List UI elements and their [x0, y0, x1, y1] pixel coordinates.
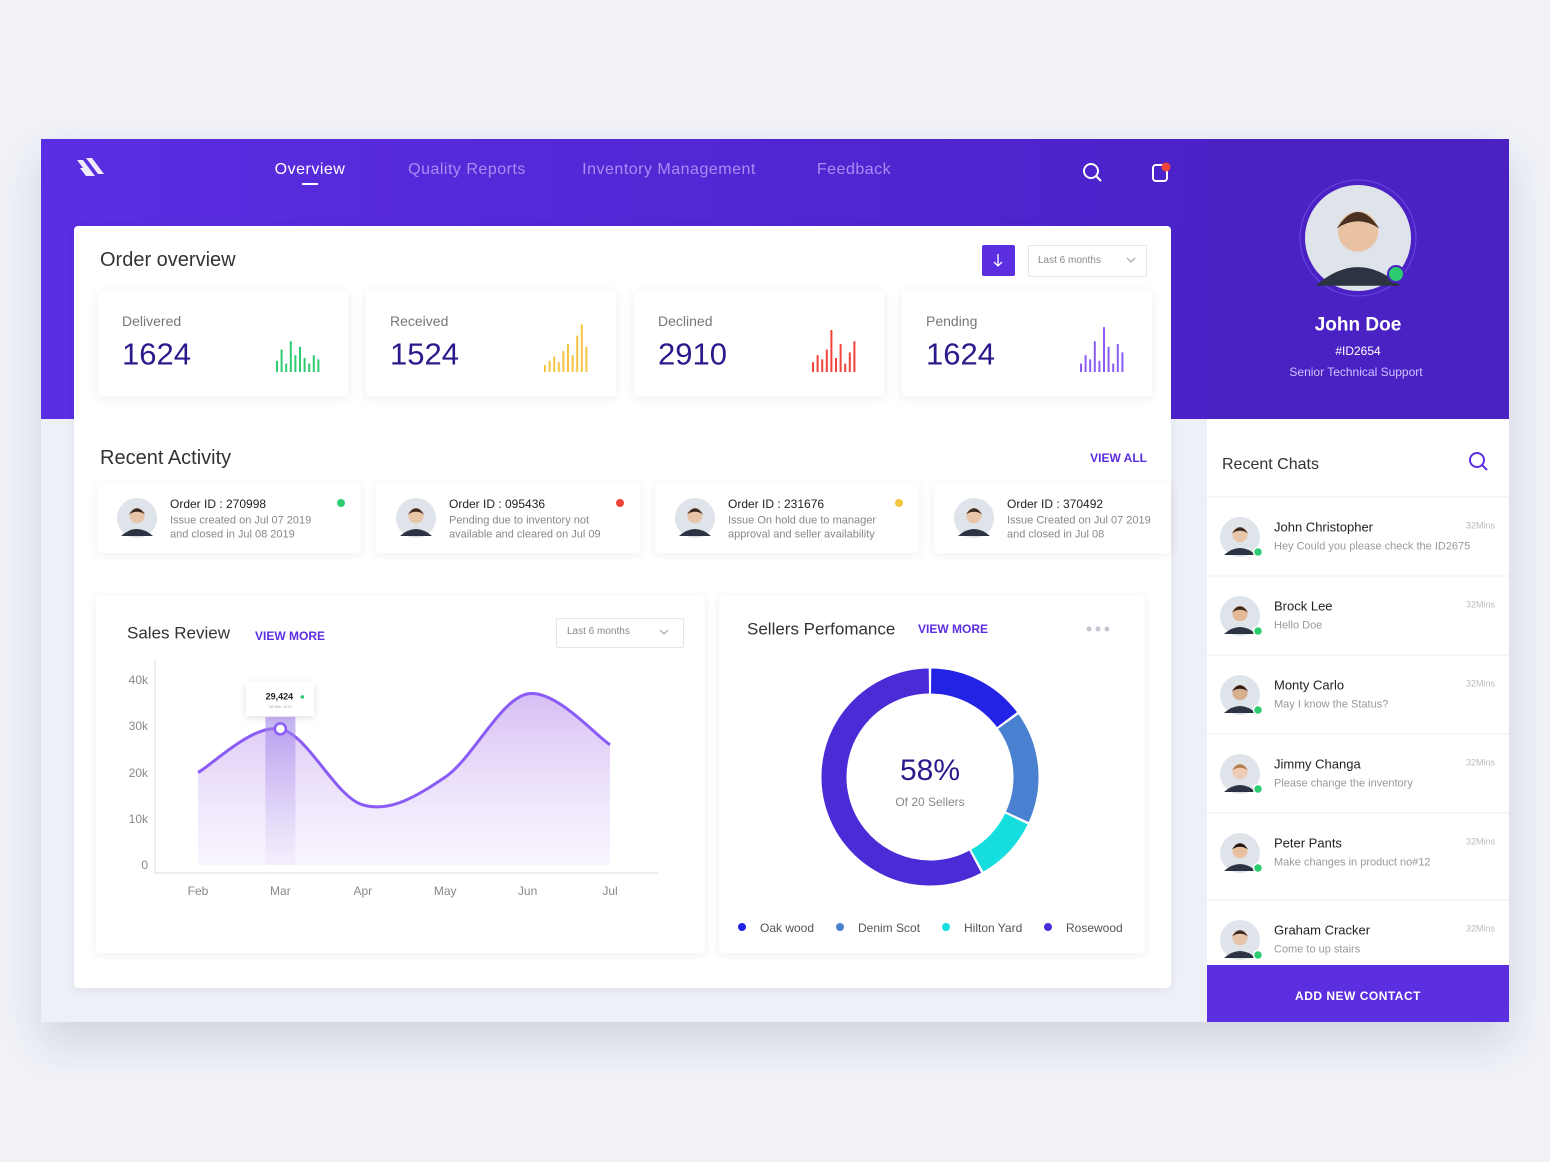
y-tick-label: 40k	[128, 673, 148, 687]
download-button[interactable]	[982, 245, 1015, 276]
nav-item[interactable]: Inventory Management	[582, 161, 756, 178]
x-tick-label: Jul	[602, 884, 618, 898]
legend-label: Oak wood	[760, 921, 815, 935]
chat-name: John Christopher	[1274, 519, 1373, 535]
sales-card	[96, 596, 705, 953]
order-id: Order ID : 270998	[170, 497, 267, 511]
legend-label: Hilton Yard	[964, 921, 1023, 935]
period-dropdown[interactable]	[1028, 245, 1147, 277]
activity-text: available and cleared on Jul 09	[449, 528, 601, 541]
chat-message: Come to up stairs	[1274, 943, 1361, 956]
stat-label: Declined	[658, 313, 713, 329]
profile-role: Senior Technical Support	[1289, 365, 1423, 379]
legend-label: Rosewood	[1066, 921, 1123, 935]
stat-card	[98, 291, 348, 396]
chart-link[interactable]: VIEW MORE	[918, 622, 989, 636]
stat-label: Delivered	[122, 313, 182, 329]
activity-text: Issue created on Jul 07 2019	[170, 514, 312, 527]
chart-title: Sellers Perfomance	[747, 619, 896, 639]
chart-link[interactable]: VIEW MORE	[255, 629, 326, 643]
order-id: Order ID : 370492	[1007, 497, 1104, 511]
stat-value: 1524	[390, 336, 459, 372]
activity-text: and closed in Jul 08 2019	[170, 528, 295, 541]
chat-name: Peter Pants	[1274, 835, 1342, 851]
stat-value: 1624	[926, 336, 995, 372]
chat-message: Please change the inventory	[1274, 777, 1413, 790]
chat-message: Hello Doe	[1274, 619, 1323, 632]
chat-time: 32Mins	[1465, 757, 1495, 768]
x-tick-label: Jun	[517, 884, 538, 898]
y-tick-label: 10k	[128, 811, 148, 826]
chat-time: 32Mins	[1465, 520, 1495, 531]
section-title: Recent Chats	[1222, 456, 1319, 473]
donut-sub: Of 20 Sellers	[895, 795, 965, 809]
donut-center: 58%	[899, 754, 961, 787]
chat-panel	[1207, 419, 1509, 965]
chat-time: 32Mins	[1465, 678, 1495, 689]
y-tick-label: 20k	[128, 765, 148, 780]
activity-text: Pending due to inventory not	[449, 514, 590, 527]
chat-time: 32Mins	[1465, 923, 1495, 934]
legend-label: Denim Scot	[858, 921, 921, 935]
x-tick-label: Apr	[353, 884, 373, 898]
y-tick-label: 30k	[128, 719, 148, 734]
chat-name: Jimmy Changa	[1274, 756, 1361, 772]
stat-value: 1624	[122, 336, 191, 372]
x-tick-label: Mar	[270, 884, 291, 898]
chat-name: Monty Carlo	[1274, 677, 1345, 693]
stat-card	[634, 291, 884, 396]
stat-label: Received	[390, 313, 449, 329]
order-id: Order ID : 095436	[449, 497, 546, 511]
button-label[interactable]: ADD NEW CONTACT	[1295, 989, 1421, 1003]
section-title: Recent Activity	[100, 447, 232, 469]
chat-message: May I know the Status?	[1274, 698, 1389, 711]
profile-id: #ID2654	[1335, 344, 1381, 358]
x-tick-label: May	[433, 884, 457, 898]
chat-time: 32Mins	[1465, 836, 1495, 847]
nav-item[interactable]: Overview	[274, 161, 346, 178]
stat-card	[366, 291, 616, 396]
view-all-link[interactable]: VIEW ALL	[1090, 451, 1147, 465]
period-label: Last 6 months	[1038, 255, 1101, 266]
section-title: Order overview	[100, 249, 236, 271]
order-id: Order ID : 231676	[728, 497, 825, 511]
x-tick-label: Feb	[187, 884, 209, 898]
tooltip-value: 29,424	[265, 691, 294, 702]
stat-card	[902, 291, 1152, 396]
activity-text: and closed in Jul 08	[1007, 528, 1105, 541]
stat-label: Pending	[926, 313, 978, 329]
add-contact-button[interactable]	[1207, 965, 1509, 1022]
chat-name: Brock Lee	[1274, 598, 1333, 614]
chat-time: 32Mins	[1465, 599, 1495, 610]
chat-name: Graham Cracker	[1274, 922, 1371, 938]
period-label: Last 6 months	[567, 626, 630, 637]
chat-message: Hey Could you please check the ID2675	[1274, 540, 1471, 553]
profile-name: John Doe	[1314, 314, 1402, 336]
stat-value: 2910	[658, 336, 727, 372]
chat-message: Make changes in product no#12	[1274, 856, 1431, 869]
activity-text: approval and seller availability	[728, 528, 875, 541]
chart-title: Sales Review	[127, 623, 230, 643]
activity-text: Issue On hold due to manager	[728, 514, 876, 527]
y-tick-label: 0	[141, 858, 148, 872]
tooltip-date: 08 Mar 2019	[269, 703, 292, 709]
sales-dropdown[interactable]	[556, 618, 684, 648]
nav-item[interactable]: Quality Reports	[408, 161, 526, 178]
nav-item[interactable]: Feedback	[816, 161, 892, 178]
activity-text: Issue Created on Jul 07 2019	[1007, 514, 1151, 527]
